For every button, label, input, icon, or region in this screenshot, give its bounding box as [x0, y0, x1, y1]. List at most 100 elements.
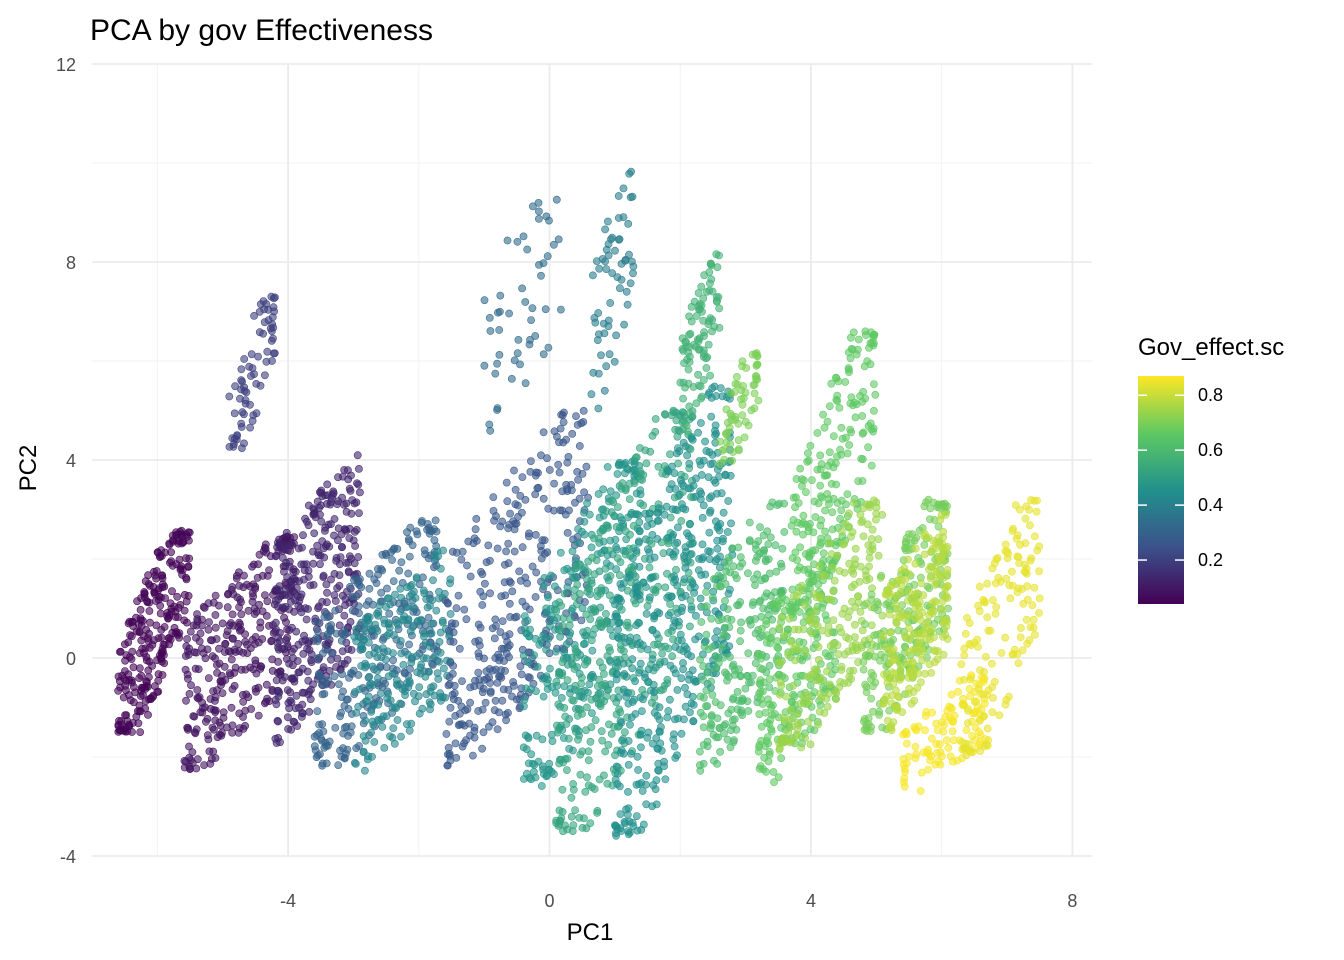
- data-point: [648, 431, 657, 440]
- data-point: [671, 505, 680, 514]
- data-point: [150, 588, 159, 597]
- data-point: [564, 734, 573, 743]
- data-point: [561, 712, 570, 721]
- data-point: [861, 620, 869, 629]
- data-point: [377, 653, 386, 662]
- data-point: [213, 733, 222, 742]
- data-point: [372, 579, 381, 587]
- y-axis-title: PC2: [15, 445, 42, 492]
- data-point: [837, 506, 846, 515]
- data-point: [151, 597, 160, 605]
- data-point: [486, 426, 495, 435]
- data-point: [522, 629, 531, 638]
- data-point: [702, 702, 710, 711]
- data-point: [645, 563, 654, 572]
- data-point: [227, 586, 236, 594]
- data-point: [623, 810, 632, 819]
- data-point: [920, 541, 929, 549]
- data-point: [354, 464, 363, 473]
- data-point: [663, 713, 672, 722]
- data-point: [587, 543, 596, 552]
- data-point: [407, 658, 416, 667]
- data-point: [258, 635, 267, 643]
- data-point: [713, 627, 721, 636]
- data-point: [214, 601, 223, 610]
- data-point: [713, 582, 721, 590]
- data-point: [239, 713, 247, 721]
- data-point: [910, 723, 919, 732]
- data-point: [791, 603, 799, 611]
- data-point: [561, 821, 569, 830]
- data-point: [687, 534, 696, 543]
- data-point: [250, 311, 258, 320]
- data-point: [733, 688, 742, 696]
- data-point: [1029, 615, 1038, 624]
- data-point: [167, 548, 175, 557]
- data-point: [819, 410, 827, 419]
- data-point: [470, 534, 479, 543]
- data-point: [687, 652, 695, 661]
- data-point: [351, 760, 360, 768]
- data-point: [317, 680, 326, 689]
- data-point: [705, 494, 714, 502]
- data-point: [968, 732, 977, 740]
- data-point: [716, 748, 724, 756]
- data-point: [656, 739, 665, 748]
- data-point: [882, 590, 891, 599]
- data-point: [763, 638, 771, 647]
- data-point: [532, 687, 540, 696]
- data-point: [378, 550, 387, 559]
- data-point: [330, 515, 339, 523]
- data-point: [867, 669, 876, 677]
- data-point: [559, 614, 568, 622]
- data-point: [681, 337, 690, 346]
- data-point: [650, 688, 658, 697]
- data-point: [516, 662, 525, 671]
- data-point: [777, 613, 786, 622]
- data-point: [911, 559, 920, 568]
- data-point: [501, 667, 509, 675]
- data-point: [195, 637, 204, 646]
- data-point: [563, 766, 571, 774]
- data-point: [777, 562, 786, 571]
- data-point: [702, 630, 711, 639]
- data-point: [1010, 645, 1019, 654]
- data-point: [659, 549, 668, 558]
- data-point: [683, 451, 691, 460]
- data-point: [623, 618, 632, 627]
- data-point: [768, 627, 777, 636]
- data-point: [511, 500, 520, 509]
- data-point: [651, 785, 660, 793]
- data-point: [206, 695, 215, 703]
- data-point: [960, 651, 969, 660]
- data-point: [531, 593, 540, 601]
- data-point: [685, 330, 693, 339]
- data-point: [206, 636, 215, 644]
- data-point: [566, 615, 575, 624]
- data-point: [816, 538, 825, 547]
- data-point: [531, 490, 540, 499]
- data-point: [624, 788, 632, 796]
- data-point: [571, 727, 580, 736]
- data-point: [642, 780, 650, 789]
- data-point: [237, 444, 246, 452]
- data-point: [615, 235, 623, 244]
- data-point: [558, 621, 567, 630]
- data-point: [904, 555, 912, 564]
- data-point: [294, 544, 303, 553]
- data-point: [662, 502, 671, 511]
- data-point: [829, 616, 838, 624]
- data-point: [653, 640, 662, 649]
- data-point: [556, 548, 565, 557]
- data-point: [539, 582, 548, 590]
- data-point: [919, 748, 928, 757]
- data-point: [697, 392, 706, 401]
- data-point: [355, 685, 364, 694]
- data-point: [624, 804, 633, 813]
- data-point: [855, 577, 864, 586]
- data-point: [984, 626, 993, 635]
- data-point: [1017, 624, 1025, 632]
- data-point: [550, 479, 558, 488]
- data-point: [434, 675, 443, 683]
- data-point: [274, 717, 282, 726]
